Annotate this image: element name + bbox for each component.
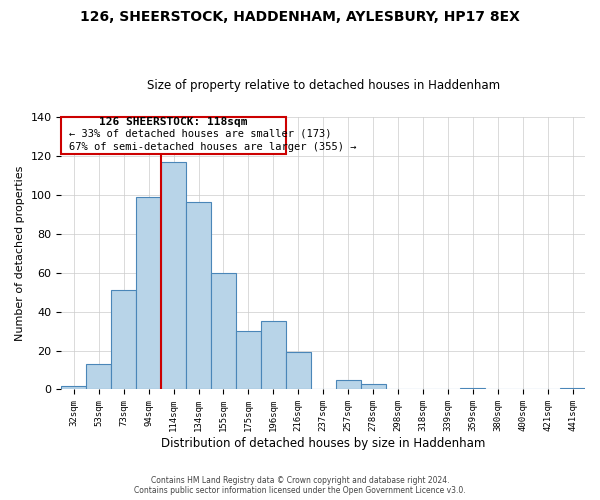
Bar [186,202,211,390]
FancyBboxPatch shape [61,117,286,154]
Title: Size of property relative to detached houses in Haddenham: Size of property relative to detached ho… [146,79,500,92]
Y-axis label: Number of detached properties: Number of detached properties [15,166,25,341]
Text: Contains HM Land Registry data © Crown copyright and database right 2024.
Contai: Contains HM Land Registry data © Crown c… [134,476,466,495]
Text: 126 SHEERSTOCK: 118sqm: 126 SHEERSTOCK: 118sqm [100,116,248,126]
Bar [211,272,236,390]
Bar [261,322,286,390]
Text: ← 33% of detached houses are smaller (173): ← 33% of detached houses are smaller (17… [69,128,331,138]
Bar [161,162,186,390]
Bar [236,331,261,390]
Bar [361,384,386,390]
Bar [111,290,136,390]
Bar [86,364,111,390]
Text: 67% of semi-detached houses are larger (355) →: 67% of semi-detached houses are larger (… [69,142,356,152]
Bar [61,386,86,390]
Bar [335,380,361,390]
Text: 126, SHEERSTOCK, HADDENHAM, AYLESBURY, HP17 8EX: 126, SHEERSTOCK, HADDENHAM, AYLESBURY, H… [80,10,520,24]
Bar [560,388,585,390]
Bar [286,352,311,390]
Bar [136,196,161,390]
X-axis label: Distribution of detached houses by size in Haddenham: Distribution of detached houses by size … [161,437,485,450]
Bar [460,388,485,390]
